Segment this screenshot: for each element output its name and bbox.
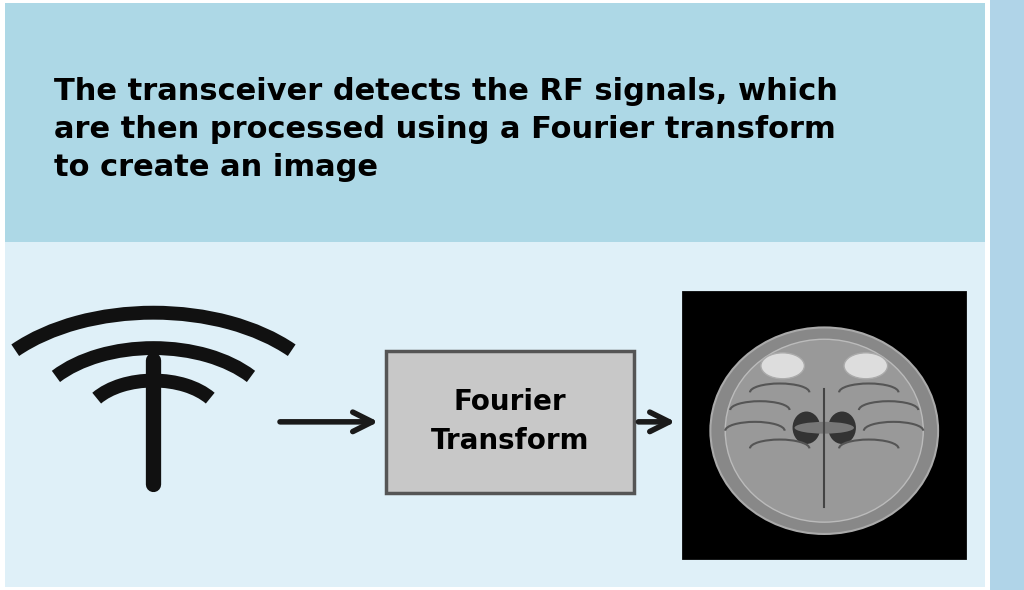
- Ellipse shape: [795, 422, 854, 434]
- Circle shape: [844, 353, 888, 379]
- FancyBboxPatch shape: [5, 3, 985, 245]
- FancyBboxPatch shape: [5, 242, 985, 587]
- Text: The transceiver detects the RF signals, which
are then processed using a Fourier: The transceiver detects the RF signals, …: [54, 77, 839, 182]
- Bar: [683, 292, 966, 558]
- Ellipse shape: [793, 412, 820, 444]
- Ellipse shape: [711, 327, 938, 534]
- Text: Fourier
Transform: Fourier Transform: [431, 388, 589, 455]
- FancyBboxPatch shape: [0, 0, 995, 590]
- FancyBboxPatch shape: [386, 351, 634, 493]
- Ellipse shape: [828, 412, 856, 444]
- Circle shape: [761, 353, 805, 379]
- Ellipse shape: [725, 339, 924, 522]
